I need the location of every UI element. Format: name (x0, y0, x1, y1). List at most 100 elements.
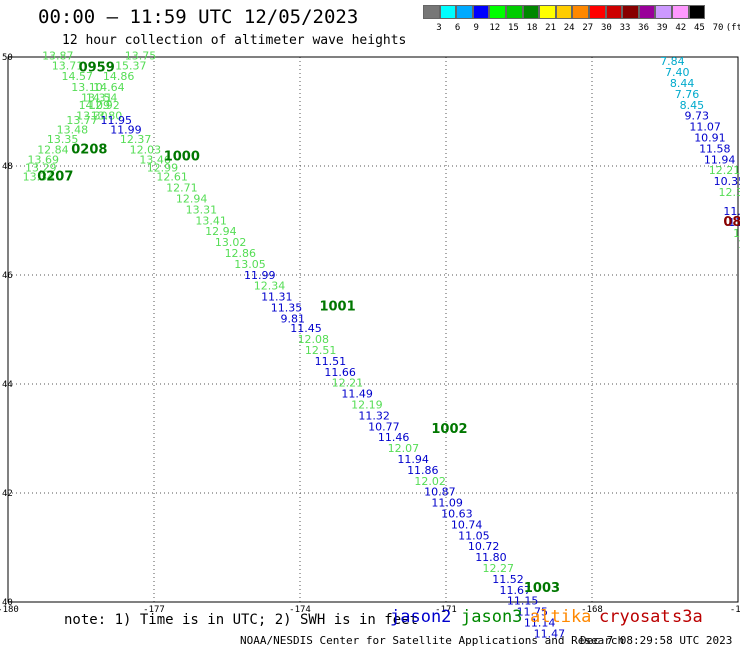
color-scale-label: 6 (454, 23, 461, 33)
wave-height-value: 7.84 (660, 55, 685, 68)
wave-height-value: 12.71 (166, 182, 198, 195)
wave-height-value: 13.75 (125, 50, 157, 63)
wave-height-value: 11.32 (358, 409, 390, 422)
longitude-tick-label: -171 (435, 605, 457, 615)
pass-time-label: 0828 (723, 215, 740, 230)
pass-time-label: 1001 (319, 299, 355, 314)
wave-height-value: 13.41 (195, 214, 227, 227)
color-scale-label: 39 (656, 23, 668, 33)
color-scale-label: 15 (507, 23, 519, 33)
wave-height-value: 10.63 (441, 508, 473, 521)
wave-height-value: 11.95 (100, 114, 132, 127)
legend-entry-jason3: jason3 (461, 607, 523, 627)
wave-height-value: 13.69 (27, 153, 59, 166)
wave-height-value: 13.71 (52, 60, 84, 73)
wave-height-value: 12.31 (738, 238, 740, 251)
wave-height-value: 11.94 (397, 453, 429, 466)
wave-height-value: 12.37 (120, 133, 152, 146)
color-swatch (588, 5, 606, 19)
wave-height-value: 12.48 (733, 227, 740, 240)
latitude-tick-label: 46 (2, 271, 13, 281)
longitude-tick-label: -177 (143, 605, 165, 615)
wave-height-value: 11.94 (704, 153, 736, 166)
wave-height-value: 13.31 (81, 92, 113, 105)
color-swatch (688, 5, 706, 19)
wave-height-value: 14.57 (62, 70, 94, 83)
wave-height-value: 13.10 (71, 81, 103, 94)
wave-height-value: 11.66 (324, 366, 356, 379)
wave-height-value: 13.48 (57, 123, 89, 136)
wave-height-value: 13.30 (76, 110, 108, 123)
legend-entry-s3a: s3a (672, 607, 703, 627)
color-scale-label: 45 (693, 23, 705, 33)
color-swatch (423, 5, 440, 19)
wave-height-value: 11.15 (507, 595, 539, 608)
wave-height-value: 14.54 (86, 92, 118, 105)
pass-time-label: 0959 (79, 61, 115, 76)
map-frame (7, 56, 739, 603)
wave-height-value: 13.29 (25, 161, 57, 174)
wave-height-value: 12.34 (254, 280, 286, 293)
color-scale-label: 9 (473, 23, 479, 33)
footer-timestamp: Dec 7 08:29:58 UTC 2023 (580, 634, 733, 647)
wave-height-value: 14.09 (79, 99, 111, 112)
wave-height-value: 15.37 (115, 60, 147, 73)
wave-height-value: 10.87 (424, 486, 456, 499)
wave-height-value: 9.81 (281, 312, 306, 325)
page-title: 00:00 – 11:59 UTC 12/05/2023 (38, 6, 359, 28)
wave-height-value: 11.49 (341, 388, 373, 401)
wave-height-value: 9.73 (684, 110, 709, 123)
wave-height-value: 11.75 (517, 606, 549, 619)
color-scale-label: 30 (600, 23, 612, 33)
latitude-tick-label: 42 (2, 489, 13, 499)
wave-height-value: 8.45 (680, 99, 705, 112)
color-scale-label: 70 (712, 23, 724, 33)
color-swatch (622, 5, 639, 19)
color-scale-label: 12 (489, 23, 501, 33)
color-swatch (605, 5, 623, 19)
wave-height-value: 12.19 (351, 399, 383, 412)
wave-height-value: 12.51 (305, 344, 337, 357)
color-swatch (572, 5, 589, 19)
wave-height-value: 12.33 (719, 186, 740, 199)
wave-height-value: 13.34 (23, 171, 54, 184)
latitude-tick-label: 48 (2, 162, 13, 172)
legend-entry-jason2: jason2 (390, 607, 452, 627)
wave-height-value: 12.03 (130, 143, 162, 156)
wave-height-value: 13.05 (234, 258, 265, 271)
wave-height-value: 13.80 (91, 110, 123, 123)
color-swatch (655, 5, 672, 19)
wave-height-value: 10.77 (368, 420, 400, 433)
color-scale-label: 33 (619, 23, 631, 33)
wave-height-value: 8.44 (670, 77, 695, 90)
wave-height-value: 11.99 (110, 123, 142, 136)
wave-height-value: 13.87 (42, 50, 74, 63)
color-scale-label: 18 (526, 23, 538, 33)
wave-height-value: 12.27 (483, 562, 515, 575)
wave-height-value: 11.47 (534, 627, 566, 640)
wave-height-value: 12.92 (88, 99, 120, 112)
pass-time-label: 1003 (524, 581, 560, 596)
footer-note: note: 1) Time is in UTC; 2) SWH is in fe… (64, 612, 419, 628)
wave-height-value: 13.77 (66, 114, 98, 127)
wave-height-value: 13.35 (47, 133, 79, 146)
wave-height-value: 12.61 (156, 171, 188, 184)
color-swatch (505, 5, 523, 19)
color-swatch (489, 5, 506, 19)
color-scale-label: 3 (436, 23, 442, 33)
color-scale-label: (ft) (725, 23, 740, 33)
wave-height-value: 12.08 (298, 333, 330, 346)
credit-text: NOAA/NESDIS Center for Satellite Applica… (240, 634, 625, 647)
color-swatch (472, 5, 490, 19)
wave-height-value: 12.86 (225, 247, 256, 260)
color-scale-label: 42 (675, 23, 687, 33)
wave-height-value: 11.51 (315, 355, 347, 368)
legend-entry-cryosat: cryosat (599, 607, 671, 627)
wave-height-value: 10.35 (714, 175, 740, 188)
wave-height-value: 12.07 (388, 442, 420, 455)
wave-height-value: 12.02 (414, 475, 446, 488)
wave-height-value: 7.40 (665, 66, 690, 79)
wave-height-value: 11.46 (378, 431, 410, 444)
